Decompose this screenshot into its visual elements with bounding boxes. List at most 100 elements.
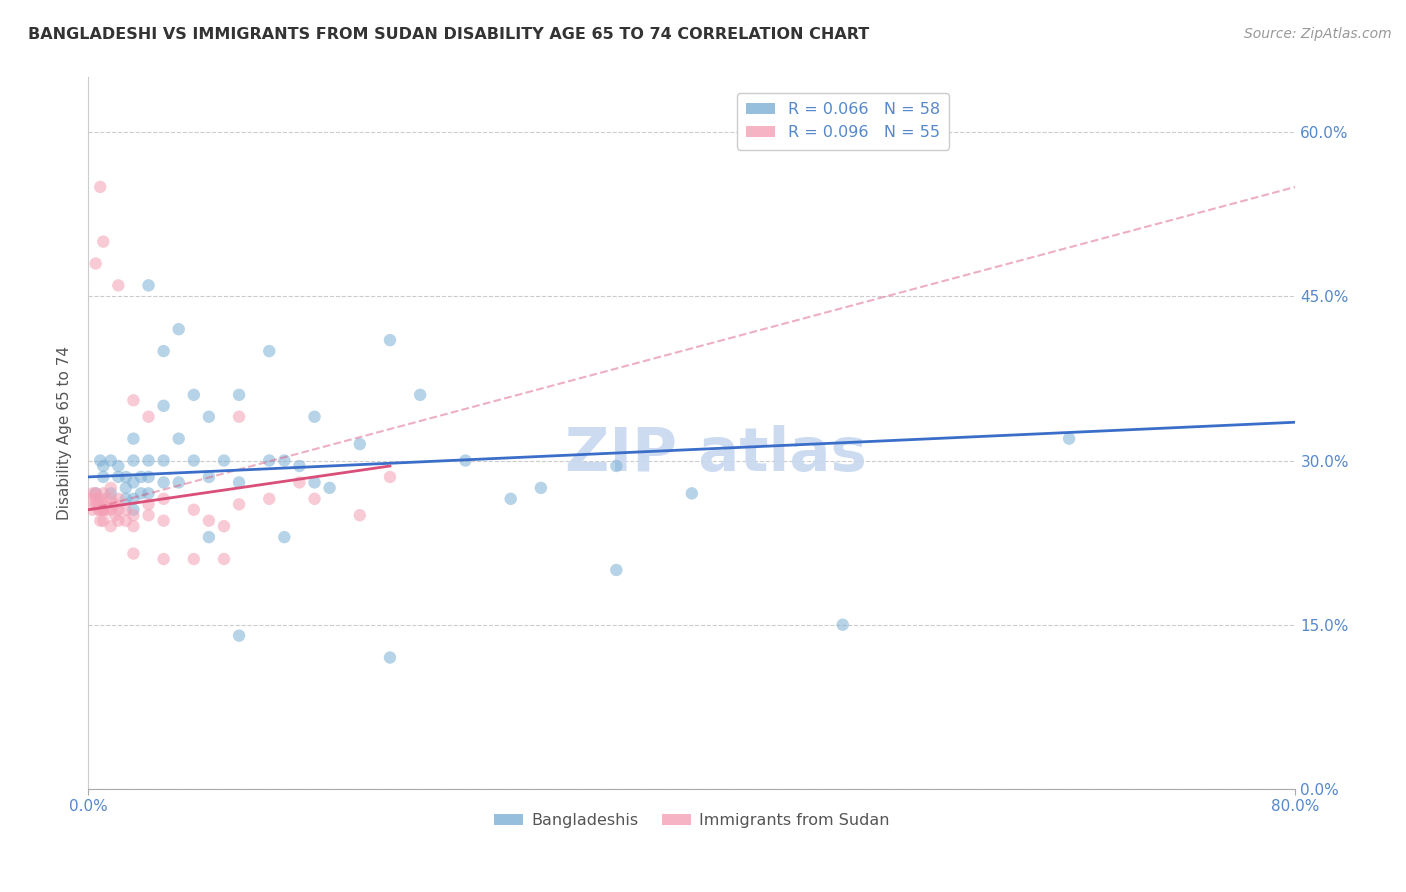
Point: [84, 486, 107, 500]
Point: [91, 502, 114, 516]
Point: [257, 453, 280, 467]
Point: [152, 453, 174, 467]
Point: [228, 388, 250, 402]
Point: [122, 432, 145, 446]
Point: [530, 481, 553, 495]
Point: [107, 470, 129, 484]
Point: [198, 530, 221, 544]
Point: [100, 453, 122, 467]
Point: [378, 470, 401, 484]
Point: [129, 486, 152, 500]
Point: [107, 278, 129, 293]
Point: [115, 491, 138, 506]
Point: [115, 470, 138, 484]
Point: [831, 617, 853, 632]
Point: [152, 475, 174, 490]
Point: [100, 486, 122, 500]
Point: [100, 502, 122, 516]
Point: [183, 388, 205, 402]
Point: [183, 552, 205, 566]
Point: [89, 180, 111, 194]
Point: [212, 519, 235, 533]
Point: [91, 486, 114, 500]
Point: [605, 563, 627, 577]
Point: [167, 432, 190, 446]
Point: [152, 399, 174, 413]
Point: [84, 486, 107, 500]
Point: [138, 453, 160, 467]
Point: [89, 502, 111, 516]
Point: [122, 508, 145, 523]
Point: [138, 470, 160, 484]
Point: [1057, 432, 1080, 446]
Point: [212, 552, 235, 566]
Point: [122, 502, 145, 516]
Point: [288, 475, 311, 490]
Point: [129, 470, 152, 484]
Point: [107, 458, 129, 473]
Point: [89, 491, 111, 506]
Point: [152, 491, 174, 506]
Point: [152, 514, 174, 528]
Legend: Bangladeshis, Immigrants from Sudan: Bangladeshis, Immigrants from Sudan: [488, 806, 896, 834]
Point: [91, 514, 114, 528]
Point: [288, 458, 311, 473]
Point: [91, 235, 114, 249]
Point: [122, 453, 145, 467]
Point: [138, 486, 160, 500]
Point: [122, 393, 145, 408]
Point: [257, 344, 280, 359]
Point: [409, 388, 432, 402]
Point: [91, 502, 114, 516]
Point: [80, 491, 103, 506]
Point: [378, 333, 401, 347]
Text: Source: ZipAtlas.com: Source: ZipAtlas.com: [1244, 27, 1392, 41]
Point: [91, 470, 114, 484]
Point: [304, 409, 326, 424]
Point: [228, 629, 250, 643]
Point: [122, 491, 145, 506]
Point: [89, 453, 111, 467]
Point: [183, 502, 205, 516]
Point: [167, 475, 190, 490]
Text: BANGLADESHI VS IMMIGRANTS FROM SUDAN DISABILITY AGE 65 TO 74 CORRELATION CHART: BANGLADESHI VS IMMIGRANTS FROM SUDAN DIS…: [28, 27, 869, 42]
Point: [115, 514, 138, 528]
Point: [100, 491, 122, 506]
Point: [454, 453, 477, 467]
Point: [228, 409, 250, 424]
Point: [89, 514, 111, 528]
Point: [349, 508, 371, 523]
Point: [605, 458, 627, 473]
Point: [318, 481, 340, 495]
Point: [152, 344, 174, 359]
Point: [378, 650, 401, 665]
Point: [96, 491, 118, 506]
Point: [681, 486, 703, 500]
Point: [87, 497, 110, 511]
Point: [104, 497, 127, 511]
Point: [138, 409, 160, 424]
Point: [115, 502, 138, 516]
Point: [152, 552, 174, 566]
Y-axis label: Disability Age 65 to 74: Disability Age 65 to 74: [58, 346, 72, 520]
Point: [212, 453, 235, 467]
Point: [499, 491, 522, 506]
Point: [138, 508, 160, 523]
Point: [167, 322, 190, 336]
Point: [91, 458, 114, 473]
Point: [100, 481, 122, 495]
Point: [304, 491, 326, 506]
Point: [273, 530, 295, 544]
Point: [91, 497, 114, 511]
Point: [104, 508, 127, 523]
Point: [183, 453, 205, 467]
Point: [84, 256, 107, 270]
Point: [122, 519, 145, 533]
Point: [138, 278, 160, 293]
Point: [84, 491, 107, 506]
Point: [304, 475, 326, 490]
Point: [84, 497, 107, 511]
Point: [228, 475, 250, 490]
Point: [273, 453, 295, 467]
Text: ZIP atlas: ZIP atlas: [565, 425, 868, 484]
